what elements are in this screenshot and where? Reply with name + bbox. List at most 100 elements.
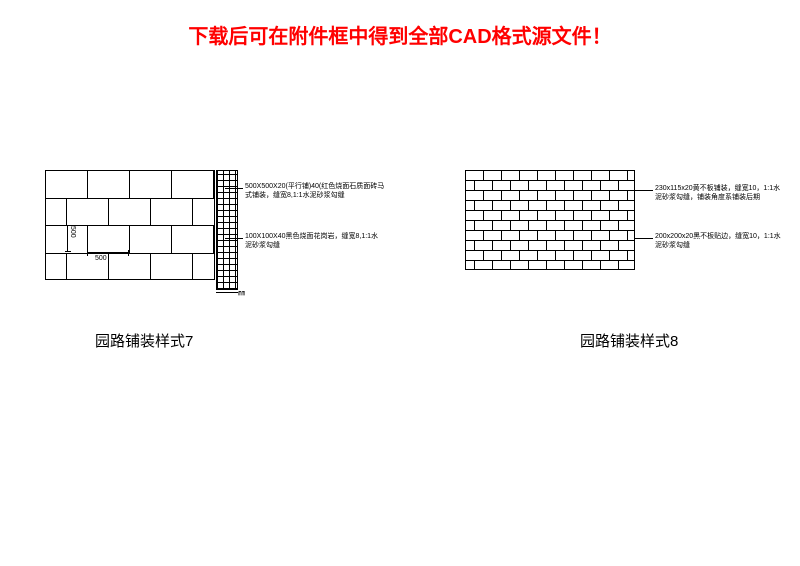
tile-cell <box>109 199 151 227</box>
brick-cell <box>502 171 520 180</box>
brick-cell <box>547 221 565 230</box>
brick-cell <box>574 211 592 220</box>
brick-cell <box>502 251 520 260</box>
brick-cell <box>601 241 619 250</box>
brick-cell <box>466 171 484 180</box>
brick-cell <box>547 181 565 190</box>
brick-cell <box>583 261 601 270</box>
brick-cell <box>529 201 547 210</box>
brick-cell <box>628 231 635 240</box>
brick-cell <box>592 171 610 180</box>
tile-row <box>46 171 214 199</box>
brick-cell <box>628 251 635 260</box>
brick-cell <box>556 251 574 260</box>
header-notice: 下载后可在附件框中得到全部CAD格式源文件！ <box>0 20 800 49</box>
tile-cell <box>193 199 215 227</box>
brick-cell <box>565 181 583 190</box>
brick-cell <box>619 201 635 210</box>
brick-cell <box>466 231 484 240</box>
brick-row <box>465 261 634 270</box>
brick-cell <box>465 181 475 190</box>
brick-cell <box>601 261 619 270</box>
brick-row <box>466 211 634 221</box>
brick-cell <box>619 221 635 230</box>
brick-cell <box>484 191 502 200</box>
dim-horizontal-7 <box>87 252 129 262</box>
brick-cell <box>592 231 610 240</box>
brick-cell <box>610 171 628 180</box>
tile-cell <box>172 226 214 254</box>
leader-line-8a <box>635 190 653 191</box>
brick-cell <box>619 241 635 250</box>
tile-cell <box>172 171 214 199</box>
brick-cell <box>610 251 628 260</box>
brick-cell <box>538 171 556 180</box>
brick-cell <box>601 201 619 210</box>
tile-cell <box>88 171 130 199</box>
brick-cell <box>610 231 628 240</box>
brick-cell <box>628 211 635 220</box>
brick-cell <box>475 221 493 230</box>
brick-cell <box>511 181 529 190</box>
brick-cell <box>475 261 493 270</box>
tile-cell <box>67 199 109 227</box>
brick-cell <box>511 261 529 270</box>
tile-cell <box>214 226 215 254</box>
brick-cell <box>565 201 583 210</box>
brick-cell <box>556 191 574 200</box>
brick-cell <box>465 201 475 210</box>
brick-cell <box>502 211 520 220</box>
tile-cell <box>45 254 67 281</box>
brick-cell <box>619 261 635 270</box>
tile-cell <box>46 171 88 199</box>
brick-cell <box>465 221 475 230</box>
brick-cell <box>520 211 538 220</box>
brick-row <box>465 221 634 231</box>
dim-vertical-label-7: 500 <box>69 226 76 238</box>
tile-cell <box>214 171 215 199</box>
tile-cell <box>130 171 172 199</box>
leader-line-7b <box>225 238 243 239</box>
brick-cell <box>520 171 538 180</box>
brick-cell <box>493 201 511 210</box>
leader-label-8b: 200x200x20黑不板贴边，缝宽10，1:1水泥砂浆勾缝 <box>655 232 785 250</box>
tile-cell <box>151 199 193 227</box>
brick-cell <box>565 221 583 230</box>
brick-cell <box>574 171 592 180</box>
brick-cell <box>547 201 565 210</box>
dim-bottom-label-7: ㎜ <box>238 288 245 298</box>
brick-cell <box>520 231 538 240</box>
brick-cell <box>556 211 574 220</box>
brick-cell <box>493 261 511 270</box>
tile-cell <box>193 254 215 281</box>
brick-cell <box>484 211 502 220</box>
leader-line-7a <box>225 188 243 189</box>
brick-cell <box>601 221 619 230</box>
dim-bottom-7 <box>216 292 238 293</box>
brick-cell <box>583 201 601 210</box>
brick-cell <box>511 201 529 210</box>
tile-cell <box>151 254 193 281</box>
brick-cell <box>493 181 511 190</box>
brick-cell <box>520 191 538 200</box>
diagram-7: 500 500 ㎜ 500X500X20(平行铺)40(红色烧面石质面砖马式铺装… <box>45 170 385 290</box>
brick-cell <box>583 181 601 190</box>
brick-cell <box>529 221 547 230</box>
brick-cell <box>538 211 556 220</box>
brick-cell <box>475 201 493 210</box>
diagram-8: 230x115x20黄不板铺装，缝宽10，1:1水泥砂浆勾缝，铺装角度系铺装后期… <box>465 170 785 290</box>
brick-cell <box>574 251 592 260</box>
brick-cell <box>538 251 556 260</box>
brick-cell <box>556 171 574 180</box>
brick-cell <box>610 211 628 220</box>
brick-cell <box>556 231 574 240</box>
panel-pattern-8: 230x115x20黄不板铺装，缝宽10，1:1水泥砂浆勾缝，铺装角度系铺装后期… <box>465 170 785 290</box>
leader-label-8a: 230x115x20黄不板铺装，缝宽10，1:1水泥砂浆勾缝，铺装角度系铺装后期 <box>655 184 785 202</box>
brick-cell <box>466 211 484 220</box>
brick-cell <box>601 181 619 190</box>
brick-cell <box>484 251 502 260</box>
brick-cell <box>583 241 601 250</box>
tile-cell <box>130 226 172 254</box>
brick-cell <box>520 251 538 260</box>
brick-cell <box>610 191 628 200</box>
